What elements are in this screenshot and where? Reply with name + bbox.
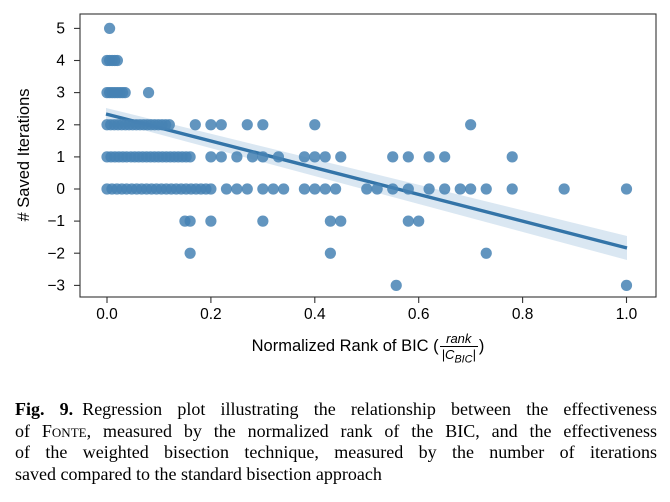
svg-text:4: 4 xyxy=(56,53,65,70)
svg-text:0: 0 xyxy=(56,181,65,198)
svg-text:−3: −3 xyxy=(47,278,65,295)
svg-text:−2: −2 xyxy=(47,245,65,262)
svg-text:−1: −1 xyxy=(47,213,65,230)
svg-text:5: 5 xyxy=(56,21,65,38)
svg-text:0.6: 0.6 xyxy=(408,306,430,323)
svg-text:1: 1 xyxy=(56,149,65,166)
svg-text:0.4: 0.4 xyxy=(304,306,326,323)
svg-text:1.0: 1.0 xyxy=(616,306,638,323)
svg-text:0.2: 0.2 xyxy=(200,306,222,323)
svg-text:0.8: 0.8 xyxy=(512,306,534,323)
svg-text:3: 3 xyxy=(56,85,65,102)
svg-text:0.0: 0.0 xyxy=(96,306,118,323)
svg-text:2: 2 xyxy=(56,117,65,134)
